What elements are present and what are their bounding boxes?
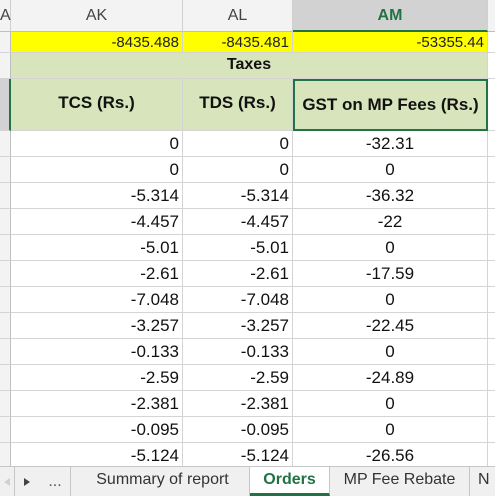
cell-tds[interactable]: -0.095 [183,417,293,443]
cell-tcs[interactable]: -0.095 [11,417,183,443]
cell-gst[interactable]: 0 [293,339,488,365]
header-tcs[interactable]: TCS (Rs.) [11,79,183,131]
empty-cell[interactable] [488,32,495,53]
row-header[interactable] [0,157,11,183]
row-header[interactable] [0,417,11,443]
empty-cell[interactable] [488,261,495,287]
cell-tcs[interactable]: -4.457 [11,209,183,235]
empty-cell[interactable] [488,391,495,417]
cell-tds[interactable]: -0.133 [183,339,293,365]
cell-tcs[interactable]: -7.048 [11,287,183,313]
empty-cell[interactable] [488,235,495,261]
empty-cell[interactable] [488,339,495,365]
cell-gst[interactable]: -17.59 [293,261,488,287]
tab-next-partial[interactable]: N [478,471,490,488]
row-header[interactable] [0,131,11,157]
header-gst-selected[interactable]: GST on MP Fees (Rs.) [293,79,488,131]
cell-gst[interactable]: -32.31 [293,131,488,157]
empty-cell[interactable] [488,183,495,209]
column-header-next[interactable] [488,0,495,32]
cell-gst[interactable]: 0 [293,157,488,183]
spreadsheet-grid: A AK AL AM -8435.488 -8435.481 -53355.44… [0,0,495,466]
empty-cell[interactable] [488,365,495,391]
row-header[interactable] [0,53,11,79]
empty-cell[interactable] [488,287,495,313]
total-tds[interactable]: -8435.481 [183,32,293,53]
tab-mp-fee-rebate[interactable]: MP Fee Rebate [330,467,470,496]
cell-tds[interactable]: -5.124 [183,443,293,466]
empty-cell[interactable] [488,157,495,183]
cell-tcs[interactable]: 0 [11,157,183,183]
column-header-ak[interactable]: AK [11,0,183,32]
empty-cell[interactable] [488,417,495,443]
cell-gst[interactable]: -22.45 [293,313,488,339]
cell-tcs[interactable]: -3.257 [11,313,183,339]
cell-tds[interactable]: 0 [183,157,293,183]
total-tcs[interactable]: -8435.488 [11,32,183,53]
row-header-selected[interactable] [0,79,11,131]
cell-tds[interactable]: -5.01 [183,235,293,261]
cell-tds[interactable]: -2.61 [183,261,293,287]
row-header[interactable] [0,32,11,53]
empty-cell[interactable] [488,79,495,131]
cell-gst[interactable]: -26.56 [293,443,488,466]
row-header[interactable] [0,209,11,235]
total-gst[interactable]: -53355.44 [293,32,488,53]
empty-cell[interactable] [488,53,495,79]
cell-tcs[interactable]: 0 [11,131,183,157]
cell-gst[interactable]: -22 [293,209,488,235]
cell-gst[interactable]: -36.32 [293,183,488,209]
cell-tds[interactable]: -5.314 [183,183,293,209]
cell-tcs[interactable]: -5.01 [11,235,183,261]
row-header[interactable] [0,339,11,365]
cell-gst[interactable]: 0 [293,235,488,261]
column-header-partial[interactable]: A [0,0,11,32]
empty-cell[interactable] [488,313,495,339]
cell-tds[interactable]: -4.457 [183,209,293,235]
cell-tcs[interactable]: -5.314 [11,183,183,209]
cell-tcs[interactable]: -2.61 [11,261,183,287]
empty-cell[interactable] [488,209,495,235]
cell-gst[interactable]: 0 [293,391,488,417]
row-header[interactable] [0,365,11,391]
tab-scroll-left-icon[interactable] [0,467,15,496]
cell-tcs[interactable]: -0.133 [11,339,183,365]
cell-tds[interactable]: 0 [183,131,293,157]
empty-cell[interactable] [488,443,495,466]
row-header[interactable] [0,261,11,287]
cell-tds[interactable]: -2.59 [183,365,293,391]
column-header-am[interactable]: AM [293,0,488,32]
tab-summary-of-report[interactable]: Summary of report [70,467,250,496]
empty-cell[interactable] [488,131,495,157]
cell-gst[interactable]: 0 [293,417,488,443]
tab-orders[interactable]: Orders [250,467,330,496]
row-header[interactable] [0,287,11,313]
cell-gst[interactable]: -24.89 [293,365,488,391]
tab-scroll-right-icon[interactable] [16,467,38,496]
cell-tds[interactable]: -2.381 [183,391,293,417]
row-header[interactable] [0,391,11,417]
cell-tcs[interactable]: -5.124 [11,443,183,466]
row-header[interactable] [0,235,11,261]
row-header[interactable] [0,183,11,209]
cell-gst[interactable]: 0 [293,287,488,313]
sheet-tab-bar: ... Summary of report Orders MP Fee Reba… [0,466,495,496]
taxes-group-header[interactable]: Taxes [11,53,488,79]
cell-tds[interactable]: -3.257 [183,313,293,339]
more-tabs-button[interactable]: ... [40,467,71,496]
cell-tcs[interactable]: -2.59 [11,365,183,391]
cell-tds[interactable]: -7.048 [183,287,293,313]
column-header-al[interactable]: AL [183,0,293,32]
row-header[interactable] [0,443,11,466]
cell-tcs[interactable]: -2.381 [11,391,183,417]
row-header[interactable] [0,313,11,339]
header-tds[interactable]: TDS (Rs.) [183,79,293,131]
